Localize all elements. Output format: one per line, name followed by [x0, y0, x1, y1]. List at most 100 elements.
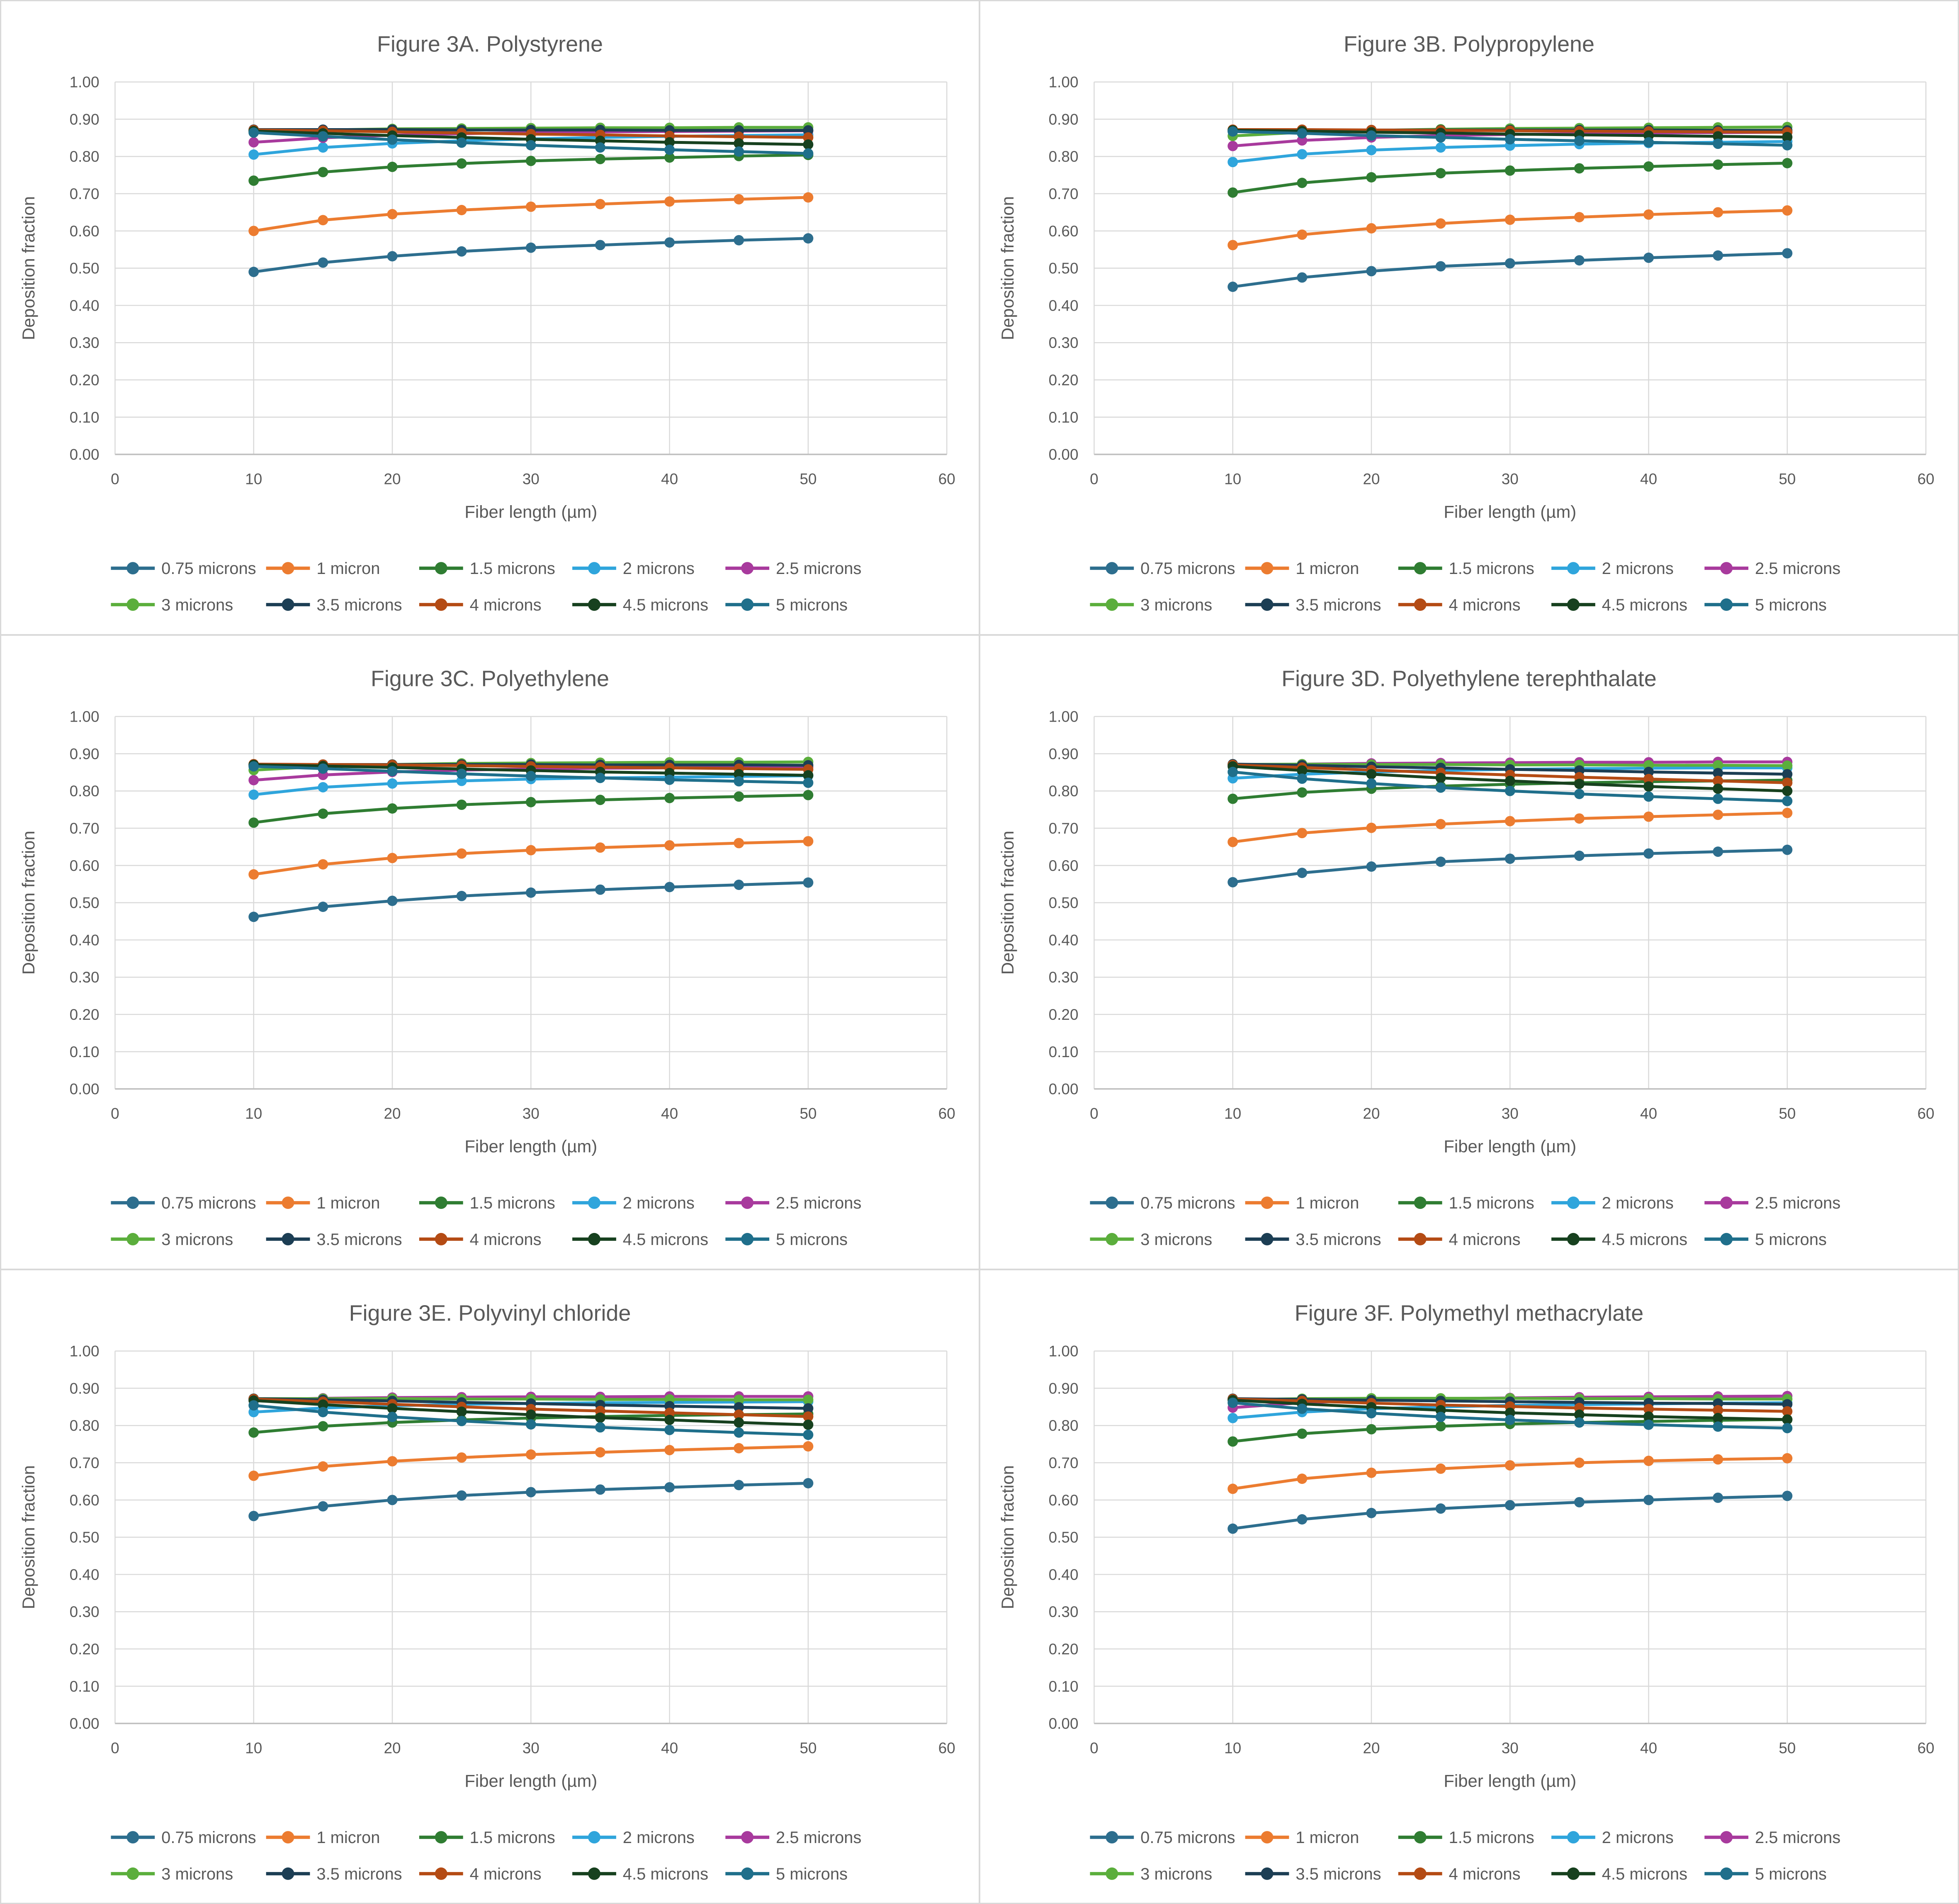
chart-svg-3c: Figure 3C. Polyethylene 0.00 0.10 0.20 0.30 0… — [19, 666, 955, 1249]
legend-label: 1.5 microns — [470, 559, 555, 578]
data-point-marker — [1297, 765, 1308, 776]
series-1-micron — [1227, 205, 1793, 250]
legend-label: 2 microns — [1602, 1194, 1674, 1212]
legend-marker-icon — [435, 562, 447, 575]
x-axis-tick-label: 60 — [938, 1739, 955, 1756]
legend-label: 0.75 microns — [161, 559, 256, 578]
y-axis-tick-label: 0.40 — [1049, 1566, 1079, 1583]
legend-marker-icon — [435, 1867, 447, 1880]
data-point-marker — [248, 789, 259, 800]
data-point-marker — [1435, 142, 1446, 153]
legend-marker-icon — [1567, 1867, 1580, 1880]
data-point-marker — [1782, 1399, 1793, 1409]
x-axis-tick-label: 10 — [245, 471, 262, 488]
x-axis-tick-label: 10 — [245, 1739, 262, 1756]
data-point-marker — [1435, 132, 1446, 143]
legend-item-4-microns: 4 microns — [1398, 1865, 1521, 1883]
data-point-marker — [803, 1441, 814, 1452]
legend-item-3-5-microns: 3.5 microns — [1245, 1230, 1381, 1249]
data-point-marker — [1574, 1409, 1585, 1420]
data-point-marker — [734, 146, 744, 157]
y-axis-tick-label: 0.80 — [1049, 148, 1079, 165]
series-5-microns — [1227, 126, 1793, 151]
legend-marker-icon — [588, 598, 600, 611]
legend-marker-icon — [1261, 562, 1274, 575]
data-point-marker — [664, 793, 675, 803]
y-axis-tick-label: 0.80 — [70, 148, 100, 165]
data-point-marker — [595, 1484, 605, 1495]
data-point-marker — [1643, 1494, 1654, 1505]
data-point-marker — [1504, 785, 1515, 796]
chart-svg-3d: Figure 3D. Polyethylene terephthalate 0.0… — [998, 666, 1935, 1249]
legend-label: 2 microns — [623, 1194, 695, 1212]
legend-item-3-5-microns: 3.5 microns — [266, 596, 402, 614]
y-axis-tick-label: 0.90 — [70, 745, 100, 762]
legend-marker-icon — [1261, 1867, 1274, 1880]
data-point-marker — [1504, 258, 1515, 269]
legend-label: 1 micron — [1295, 559, 1359, 578]
y-axis-tick-label: 0.60 — [70, 1491, 100, 1508]
y-axis-tick-label: 0.90 — [1049, 1380, 1079, 1397]
x-axis-tick-label: 40 — [661, 471, 678, 488]
y-axis-title: Deposition fraction — [19, 1465, 38, 1609]
y-axis-tick-label: 0.60 — [70, 223, 100, 240]
data-point-marker — [456, 890, 467, 901]
y-axis-tick-label: 0.80 — [70, 783, 100, 800]
data-point-marker — [1782, 1414, 1793, 1425]
data-point-marker — [664, 1482, 675, 1493]
legend-item-3-microns: 3 microns — [111, 1865, 233, 1883]
x-axis-tick-label: 0 — [1090, 1739, 1099, 1756]
series-5-microns — [248, 1400, 814, 1440]
legend: 0.75 microns 1 micron 1.5 microns 2 microns… — [111, 1194, 861, 1249]
data-point-marker — [1297, 135, 1308, 146]
legend-item-2-microns: 2 microns — [1551, 559, 1674, 578]
series-0-75-microns — [1227, 1490, 1793, 1534]
legend-marker-icon — [1720, 1867, 1733, 1880]
legend-label: 5 microns — [776, 596, 848, 614]
y-axis-tick-label: 0.90 — [1049, 745, 1079, 762]
legend-marker-icon — [282, 1233, 294, 1245]
data-point-marker — [318, 167, 328, 178]
data-point-marker — [734, 1443, 744, 1453]
data-point-marker — [1643, 781, 1654, 792]
data-point-marker — [456, 1406, 467, 1417]
legend-marker-icon — [1720, 1831, 1733, 1843]
data-point-marker — [1435, 1463, 1446, 1474]
data-point-marker — [595, 1422, 605, 1432]
data-point-marker — [803, 233, 814, 244]
y-axis-tick-label: 0.50 — [70, 260, 100, 277]
data-point-marker — [803, 877, 814, 888]
x-axis-title: Fiber length (µm) — [464, 502, 597, 521]
data-point-marker — [387, 803, 398, 814]
y-axis-tick-label: 0.20 — [1049, 1006, 1079, 1023]
legend-marker-icon — [1106, 1867, 1118, 1880]
data-point-marker — [803, 836, 814, 846]
data-point-marker — [1782, 795, 1793, 806]
data-point-marker — [525, 201, 536, 212]
x-axis-tick-label: 50 — [800, 1739, 817, 1756]
legend-marker-icon — [1106, 1831, 1118, 1843]
data-point-marker — [664, 137, 675, 148]
data-point-marker — [1713, 760, 1723, 771]
data-point-marker — [595, 240, 605, 250]
data-point-marker — [1574, 788, 1585, 799]
data-point-marker — [1574, 1417, 1585, 1427]
legend: 0.75 microns 1 micron 1.5 microns 2 microns… — [1090, 1194, 1840, 1249]
data-point-marker — [1782, 1423, 1793, 1433]
y-axis-tick-label: 0.60 — [1049, 857, 1079, 874]
series-5-microns — [1227, 766, 1793, 806]
x-axis-tick-label: 60 — [1918, 471, 1935, 488]
data-point-marker — [248, 226, 259, 236]
data-point-marker — [1782, 132, 1793, 142]
legend-marker-icon — [435, 1196, 447, 1209]
y-axis-tick-label: 0.40 — [1049, 297, 1079, 314]
data-point-marker — [1782, 248, 1793, 259]
data-point-marker — [1297, 1403, 1308, 1414]
y-axis-tick-label: 1.00 — [70, 1342, 100, 1359]
legend-label: 3 microns — [161, 596, 233, 614]
chart-title: Figure 3C. Polyethylene — [371, 666, 609, 691]
data-point-marker — [248, 1470, 259, 1481]
data-point-marker — [1227, 141, 1238, 151]
data-point-marker — [1435, 773, 1446, 783]
data-point-marker — [387, 209, 398, 219]
